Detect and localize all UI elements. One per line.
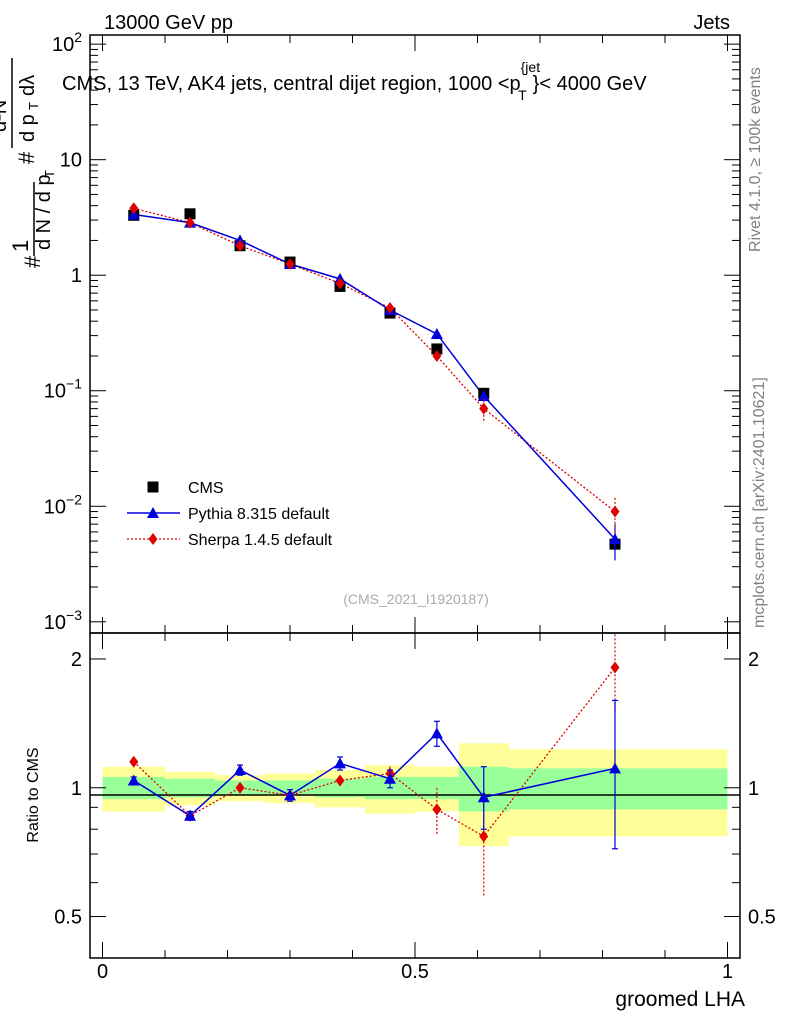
ratio-pythia-point <box>430 727 443 739</box>
ratio-sherpa-point <box>432 803 442 816</box>
ratio-sherpa-point <box>479 830 489 843</box>
ratio-panel: 0.5 0.5 1 1 2 2 0 0.5 1 Ratio to CMS groomed LHA <box>25 35 776 1011</box>
ylabel-dn-dpt: d N / d p <box>33 174 55 250</box>
ratio-ylabel: Ratio to CMS <box>25 747 42 842</box>
main-ylabel: # 1 d N / d p T # d²N d p T dλ <box>0 58 57 268</box>
title-main: CMS, 13 TeV, AK4 jets, central dijet reg… <box>62 73 521 95</box>
ratio-pythia-point <box>127 774 140 786</box>
analysis-id: (CMS_2021_I1920187) <box>343 591 489 607</box>
main-y-tick-label: 102 <box>52 29 82 56</box>
main-y-tick-label: 10−1 <box>44 376 82 403</box>
main-y-tick-label: 1 <box>71 265 82 287</box>
sherpa-point <box>185 216 195 229</box>
legend-label: CMS <box>188 480 224 497</box>
sherpa-point <box>385 302 395 315</box>
cms-point <box>431 343 443 355</box>
pythia-point <box>477 390 490 402</box>
ratio-sherpa-point <box>129 755 139 768</box>
main-y-tick-label: 10 <box>60 150 82 172</box>
ylabel-d2n: d²N <box>0 100 11 132</box>
ratio-pythia-point <box>334 757 346 769</box>
ylabel-hash1: # <box>20 255 45 268</box>
ylabel-sub-t2: T <box>26 102 41 110</box>
legend-label: Pythia 8.315 default <box>188 506 330 523</box>
ratio-sherpa-point <box>235 781 245 794</box>
ratio-y-tick-label: 2 <box>71 649 82 671</box>
ratio-bands <box>102 743 728 847</box>
ratio-y-tick-label: 0.5 <box>54 907 82 929</box>
main-panel: 10−3 10−2 10−1 1 10 102 (CMS_2021_I1920187) C… <box>44 29 741 634</box>
ylabel-one: 1 <box>8 240 33 252</box>
main-series <box>127 202 621 561</box>
ratio-inner-band <box>508 768 728 810</box>
main-y-tick-label: 10−3 <box>44 607 82 634</box>
x-tick-label: 0.5 <box>401 961 429 983</box>
ratio-sherpa-line <box>133 667 616 838</box>
legend-marker-pythia <box>147 507 159 518</box>
ratio-sherpa-point <box>610 661 620 674</box>
main-y-ticks <box>90 43 740 623</box>
ratio-y-tick-label: 1 <box>71 778 82 800</box>
ratio-pythia-point <box>477 791 490 803</box>
ratio-y-tick-label-right: 0.5 <box>748 907 776 929</box>
ratio-inner-band <box>315 778 365 798</box>
pythia-point <box>430 327 443 339</box>
main-y-tick-label: 10−2 <box>44 491 82 518</box>
ylabel-dpt: d p <box>17 114 39 142</box>
beam-label: 13000 GeV pp <box>104 12 233 34</box>
title-sup: {jet <box>521 59 541 75</box>
sherpa-point <box>432 349 442 362</box>
ratio-inner-band <box>102 776 165 800</box>
ylabel-dlambda: dλ <box>17 75 39 96</box>
plot-title: CMS, 13 TeV, AK4 jets, central dijet reg… <box>62 59 647 103</box>
main-y-tick-labels: 10−3 10−2 10−1 1 10 102 <box>44 29 82 634</box>
ylabel-sub-t1: T <box>42 170 57 178</box>
ratio-inner-band <box>165 778 215 798</box>
process-label: Jets <box>693 12 730 34</box>
ratio-inner-band <box>265 780 315 796</box>
x-tick-label: 1 <box>722 961 733 983</box>
ratio-tick-labels: 0.5 0.5 1 1 2 2 0 0.5 1 <box>54 649 776 983</box>
mcplots-label: mcplots.cern.ch [arXiv:2401.10621] <box>751 377 768 628</box>
sherpa-point <box>479 402 489 415</box>
sherpa-point <box>129 202 139 215</box>
cms-point <box>184 208 196 220</box>
title-end: }< 4000 GeV <box>533 73 648 95</box>
ratio-pythia-point <box>384 772 396 784</box>
ratio-sherpa-point <box>335 774 345 787</box>
rivet-label: Rivet 4.1.0, ≥ 100k events <box>747 67 764 252</box>
pythia-point <box>609 533 621 545</box>
ratio-pythia-point <box>234 764 246 776</box>
ratio-y-tick-label-right: 1 <box>748 778 759 800</box>
sherpa-point <box>335 277 345 290</box>
xlabel: groomed LHA <box>615 988 745 1011</box>
sherpa-point <box>285 258 295 271</box>
ratio-frame <box>89 632 741 959</box>
ylabel-hash2: # <box>14 151 39 164</box>
x-tick-label: 0 <box>97 961 108 983</box>
legend-label: Sherpa 1.4.5 default <box>188 532 333 549</box>
sherpa-line <box>133 207 616 513</box>
ratio-y-tick-label-right: 2 <box>748 649 759 671</box>
ratio-pythia-point <box>284 789 296 801</box>
legend-marker-sherpa <box>148 533 158 545</box>
title-sub: T <box>518 87 527 103</box>
ratio-pythia-point <box>609 762 621 774</box>
legend-marker-cms <box>147 481 159 493</box>
sherpa-point <box>235 239 245 252</box>
legend: CMS Pythia 8.315 default Sherpa 1.4.5 defa… <box>127 480 333 549</box>
sherpa-point <box>610 505 620 518</box>
ratio-series <box>127 633 621 896</box>
ratio-pythia-point <box>184 809 196 821</box>
